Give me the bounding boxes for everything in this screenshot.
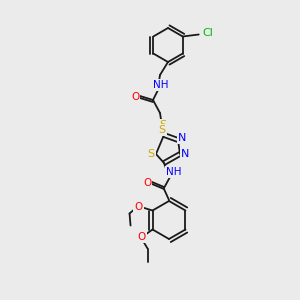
- Text: O: O: [131, 92, 139, 102]
- Text: N: N: [178, 133, 186, 143]
- Text: S: S: [158, 125, 166, 135]
- Text: S: S: [159, 120, 167, 130]
- Text: NH: NH: [166, 167, 182, 177]
- Text: O: O: [134, 202, 143, 212]
- Text: S: S: [147, 149, 155, 159]
- Text: N: N: [181, 149, 189, 159]
- Text: Cl: Cl: [202, 28, 213, 38]
- Text: O: O: [137, 232, 146, 242]
- Text: NH: NH: [153, 80, 169, 90]
- Text: O: O: [143, 178, 151, 188]
